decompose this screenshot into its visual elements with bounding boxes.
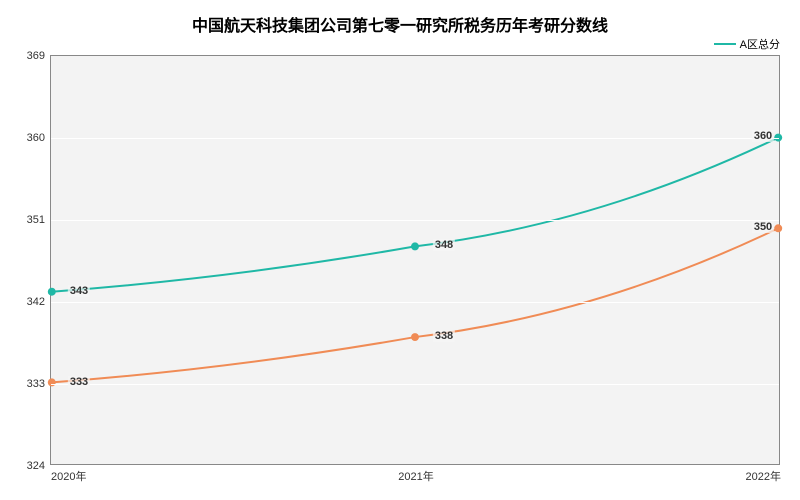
x-tick-label: 2021年 bbox=[398, 464, 433, 484]
legend-item: A区总分 bbox=[714, 36, 780, 52]
series-marker bbox=[411, 242, 419, 250]
grid-line bbox=[51, 138, 779, 139]
series-line bbox=[52, 138, 778, 292]
data-label: 350 bbox=[752, 221, 774, 233]
series-line bbox=[52, 228, 778, 382]
series-marker bbox=[48, 288, 56, 296]
chart-container: 中国航天科技集团公司第七零一研究所税务历年考研分数线 A区总分B区总分 3243… bbox=[0, 0, 800, 500]
data-label: 333 bbox=[68, 376, 90, 388]
legend-label: A区总分 bbox=[740, 36, 780, 52]
y-tick-label: 360 bbox=[27, 132, 51, 144]
grid-line bbox=[51, 302, 779, 303]
y-tick-label: 369 bbox=[27, 50, 51, 62]
line-layer bbox=[51, 56, 779, 464]
x-tick-label: 2020年 bbox=[51, 464, 86, 484]
series-marker bbox=[774, 224, 782, 232]
plot-area: 3243333423513603692020年2021年2022年3433483… bbox=[50, 55, 780, 465]
chart-title: 中国航天科技集团公司第七零一研究所税务历年考研分数线 bbox=[0, 0, 800, 36]
grid-line bbox=[51, 384, 779, 385]
data-label: 338 bbox=[433, 330, 455, 342]
x-tick-label: 2022年 bbox=[746, 464, 781, 484]
y-tick-label: 351 bbox=[27, 214, 51, 226]
y-tick-label: 333 bbox=[27, 378, 51, 390]
series-marker bbox=[411, 333, 419, 341]
data-label: 360 bbox=[752, 130, 774, 142]
data-label: 348 bbox=[433, 239, 455, 251]
y-tick-label: 324 bbox=[27, 460, 51, 472]
y-tick-label: 342 bbox=[27, 296, 51, 308]
grid-line bbox=[51, 220, 779, 221]
data-label: 343 bbox=[68, 285, 90, 297]
legend-swatch bbox=[714, 43, 736, 45]
